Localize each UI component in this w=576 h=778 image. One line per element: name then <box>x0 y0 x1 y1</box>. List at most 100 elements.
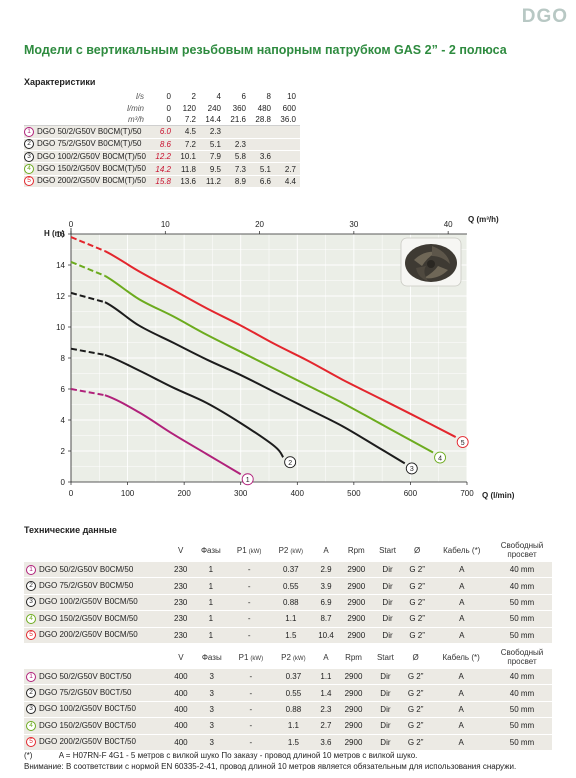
tech-header-blank <box>24 645 168 669</box>
perf-head-value <box>250 125 275 139</box>
tech-cell-p2: 1.1 <box>272 717 315 735</box>
x2-tick-label: 10 <box>161 220 170 229</box>
tech-cell-start: Dir <box>369 717 402 735</box>
tech-cell-phase: 3 <box>193 717 230 735</box>
tech-cell-diam: G 2” <box>401 734 431 751</box>
tech-cell-cable: A <box>431 610 492 628</box>
tech-model-cell: 3 DGO 100/2/G50V B0CT/50 <box>24 701 168 719</box>
perf-head-value: 9.5 <box>200 162 225 176</box>
tech-cell-rpm: 2900 <box>337 717 370 735</box>
tech-cell-a: 2.3 <box>314 701 338 719</box>
tech-cell-phase: 1 <box>193 562 229 579</box>
tech-cell-rpm: 2900 <box>340 610 373 628</box>
tech-header-diam: Ø <box>401 645 430 669</box>
tech-cell-v: 400 <box>168 734 194 751</box>
tech-cell-p2: 0.88 <box>272 701 315 719</box>
tech-cell-p2: 0.55 <box>272 684 315 702</box>
series-end-label: 1 <box>246 477 250 484</box>
tech-cell-rpm: 2900 <box>340 594 373 612</box>
perf-model-name: DGO 50/2/G50V B0CM(T)/50 <box>37 126 142 136</box>
tech-cell-pass: 50 mm <box>492 610 552 628</box>
tech-model-cell: 5 DGO 200/2/G50V B0CM/50 <box>24 627 168 644</box>
perf-header-cell: 2 <box>191 92 196 102</box>
x-tick-label: 400 <box>291 489 305 498</box>
tech-model-row: 3 DGO 100/2/G50V B0CM/50 230 1-0.88 6.9 2900 D… <box>24 594 552 612</box>
tech-cell-phase: 1 <box>193 627 229 644</box>
tech-cell-diam: G 2” <box>402 562 432 579</box>
tech-cell-pass: 50 mm <box>492 594 552 612</box>
tech-model-name: DGO 200/2/G50V B0CM/50 <box>39 630 138 640</box>
footnote-text: A = H07RN-F 4G1 - 5 метров с вилкой шуко… <box>58 751 418 760</box>
y-tick-label: 14 <box>56 261 65 270</box>
perf-head-value: 6.6 <box>250 175 275 189</box>
curve-number-badge: 4 <box>26 613 36 624</box>
perf-head-value: 11.8 <box>175 162 200 176</box>
tech-cell-v: 400 <box>168 701 194 719</box>
tech-header-phase: Фазы <box>194 645 230 669</box>
perf-head-value: 7.9 <box>200 150 225 164</box>
perf-head-value: 4.4 <box>275 175 300 189</box>
tech-cell-pass: 50 mm <box>492 701 552 719</box>
tech-header-text: Фазы <box>200 545 221 555</box>
tech-header-blank <box>24 538 168 562</box>
tech-header-text: Кабель (*) <box>442 652 480 662</box>
tech-cell-rpm: 2900 <box>337 684 370 702</box>
perf-head-value <box>275 150 300 164</box>
perf-shutoff-head: 6.0 <box>150 125 175 139</box>
perf-header-cell: 120 <box>182 103 196 113</box>
tech-cell-diam: G 2” <box>402 627 432 644</box>
tech-cell-a: 2.9 <box>311 562 341 579</box>
tech-cell-v: 230 <box>168 562 194 579</box>
tech-header-start: Start <box>372 538 403 562</box>
series-line-dashed <box>70 388 106 397</box>
tech-header-p2: P2 (kW) <box>272 645 315 669</box>
perf-header-cell: 0 <box>166 103 171 113</box>
performance-table: l/s 0 2 4 6 8 10 l/min 0 120 240 360 480 600 m³/h 0 7.2 1… <box>24 91 300 189</box>
tech-cell-p1: - <box>229 669 273 686</box>
perf-header-row: l/min 0 120 240 360 480 600 <box>24 102 300 113</box>
tech-header-phase: Фазы <box>193 538 228 562</box>
tech-model-row: 4 DGO 150/2/G50V B0CT/50 400 3-1.1 2.7 2900 Di… <box>24 717 552 735</box>
perf-head-value: 11.2 <box>200 175 225 189</box>
tech-header-start: Start <box>370 645 401 669</box>
tech-header-text: Rpm <box>347 545 365 555</box>
perf-header-cell: 600 <box>282 103 296 113</box>
tech-cell-start: Dir <box>369 701 402 719</box>
tech-cell-phase: 1 <box>193 610 229 628</box>
perf-unit-label: m³/h <box>24 113 150 127</box>
series-end-label: 5 <box>461 440 465 447</box>
tech-cell-start: Dir <box>372 610 403 628</box>
tech-header-text: Start <box>376 652 394 662</box>
tech-header-unit: (kW) <box>290 548 304 555</box>
performance-section-title: Характеристики <box>24 77 96 87</box>
tech-header-text: Start <box>379 545 396 555</box>
curve-number-badge: 4 <box>24 164 34 175</box>
tech-cell-p2: 1.5 <box>272 734 315 751</box>
tech-cell-p2: 0.88 <box>270 594 312 612</box>
curve-number-badge: 1 <box>26 564 36 575</box>
tech-model-row: 4 DGO 150/2/G50V B0CM/50 230 1-1.1 8.7 2900 Di… <box>24 610 552 628</box>
tech-cell-p1: - <box>229 717 273 735</box>
series-end-marker <box>405 462 418 475</box>
y-axis-label: H (m) <box>44 229 65 238</box>
brand-logo: DGO <box>521 6 568 27</box>
curve-number-badge: 3 <box>26 597 36 608</box>
perf-header-cell: 7.2 <box>175 113 200 127</box>
series-end-marker <box>241 473 254 486</box>
curve-number-badge: 5 <box>24 176 34 187</box>
perf-model-name: DGO 100/2/G50V B0CM(T)/50 <box>37 151 146 161</box>
tech-model-name: DGO 100/2/G50V B0CM/50 <box>39 597 138 607</box>
perf-header-cell: 36.0 <box>275 113 300 127</box>
tech-header-diam: Ø <box>403 538 432 562</box>
tech-cell-p1: - <box>229 701 273 719</box>
tech-model-row: 1 DGO 50/2/G50V B0CM/50 230 1-0.37 2.9 2900 Di… <box>24 562 552 579</box>
tech-header-text: V <box>178 652 184 662</box>
tech-model-name: DGO 150/2/G50V B0CT/50 <box>39 720 136 730</box>
tech-header-text: A <box>323 652 329 662</box>
perf-header-cell: 0 <box>150 113 175 127</box>
perf-shutoff-head: 12.2 <box>150 150 175 164</box>
perf-header-cell: 21.6 <box>225 113 250 127</box>
curve-number-badge: 5 <box>26 737 36 748</box>
perf-head-value: 7.3 <box>225 162 250 176</box>
tech-cell-cable: A <box>430 717 492 735</box>
